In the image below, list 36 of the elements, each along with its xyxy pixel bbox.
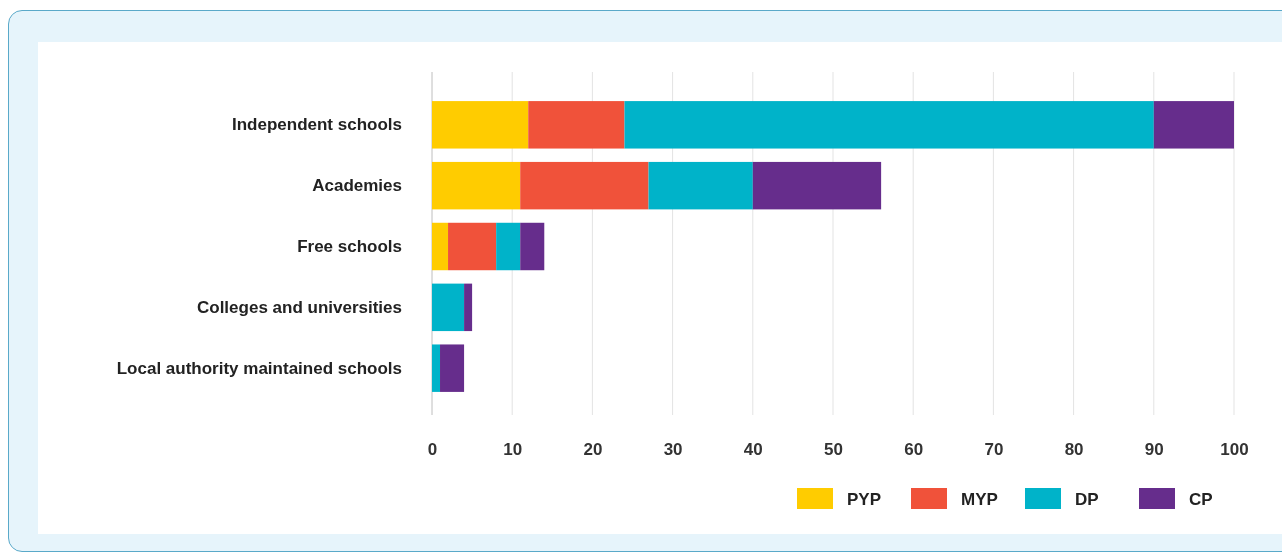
y-tick-label: Academies <box>312 176 402 196</box>
x-tick-label: 40 <box>743 440 763 460</box>
bar <box>752 161 882 210</box>
y-tick-label: Colleges and universities <box>196 297 402 317</box>
bar <box>432 283 465 332</box>
x-tick-label: 90 <box>1144 440 1164 460</box>
x-tick-label: 60 <box>904 440 924 460</box>
bar <box>648 161 753 210</box>
x-tick-label: 10 <box>503 440 523 460</box>
legend-label: MYP <box>961 490 998 509</box>
bar <box>520 222 545 271</box>
x-tick-label: 50 <box>824 440 843 460</box>
bar <box>624 101 1154 149</box>
legend-label: CP <box>1189 490 1213 509</box>
y-tick-label: Independent schools <box>231 115 402 135</box>
y-tick-label: Local authority maintained schools <box>116 358 402 378</box>
y-tick-label: Free schools <box>297 236 402 256</box>
bar <box>440 344 465 392</box>
bar <box>1153 101 1234 149</box>
x-tick-label: 30 <box>663 440 683 460</box>
x-tick-label: 0 <box>427 440 438 460</box>
bar <box>496 222 521 271</box>
x-tick-label: 20 <box>583 440 603 460</box>
legend-label: PYP <box>847 490 882 509</box>
legend-label: DP <box>1075 490 1099 509</box>
bar <box>432 344 441 392</box>
bar <box>520 161 649 210</box>
bar <box>528 101 625 149</box>
bar <box>432 222 449 271</box>
bar <box>432 101 529 149</box>
bar <box>448 222 497 271</box>
x-tick-label: 70 <box>984 440 1004 460</box>
bar <box>432 161 521 210</box>
x-tick-label: 80 <box>1064 440 1084 460</box>
bar <box>464 283 473 332</box>
x-tick-label: 100 <box>1220 440 1249 460</box>
